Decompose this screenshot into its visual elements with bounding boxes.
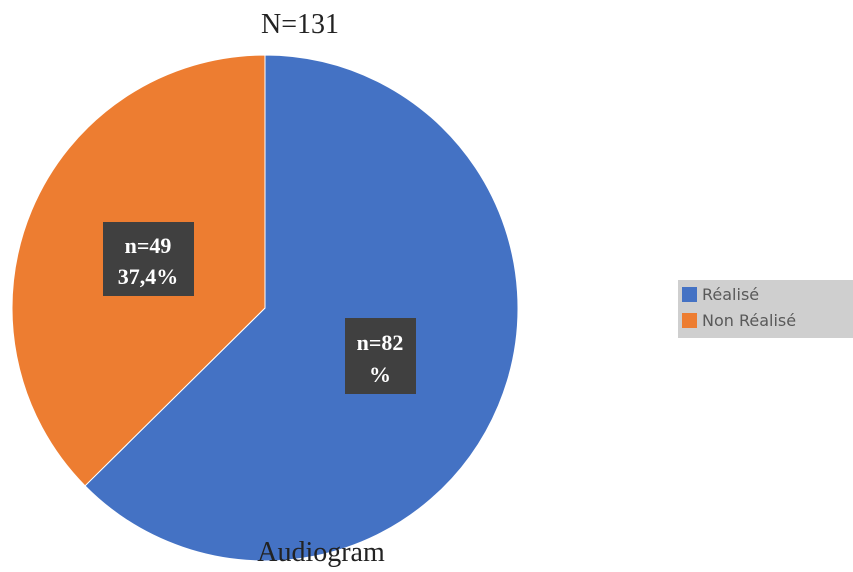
data-label-realise-count: n=82 (357, 330, 404, 355)
chart-title: N=131 (261, 9, 339, 40)
legend-swatch-realise (682, 286, 697, 302)
legend-label-realise: Réalisé (702, 284, 760, 304)
data-label-realise-percent: % (369, 362, 391, 387)
legend: Réalisé Non Réalisé (678, 280, 853, 338)
legend-label-non-realise: Non Réalisé (702, 310, 797, 330)
legend-item-realise: Réalisé (682, 284, 759, 304)
data-label-non-realise: n=49 37,4% (103, 222, 194, 296)
legend-swatch-non-realise (682, 312, 697, 328)
pie-slice-realise (84, 54, 519, 562)
data-label-realise: n=82 % (345, 318, 416, 394)
chart-subtitle: Audiogram (257, 537, 385, 568)
legend-item-non-realise: Non Réalisé (682, 310, 796, 330)
data-label-non-realise-percent: 37,4% (118, 264, 179, 289)
data-label-non-realise-count: n=49 (125, 233, 172, 258)
